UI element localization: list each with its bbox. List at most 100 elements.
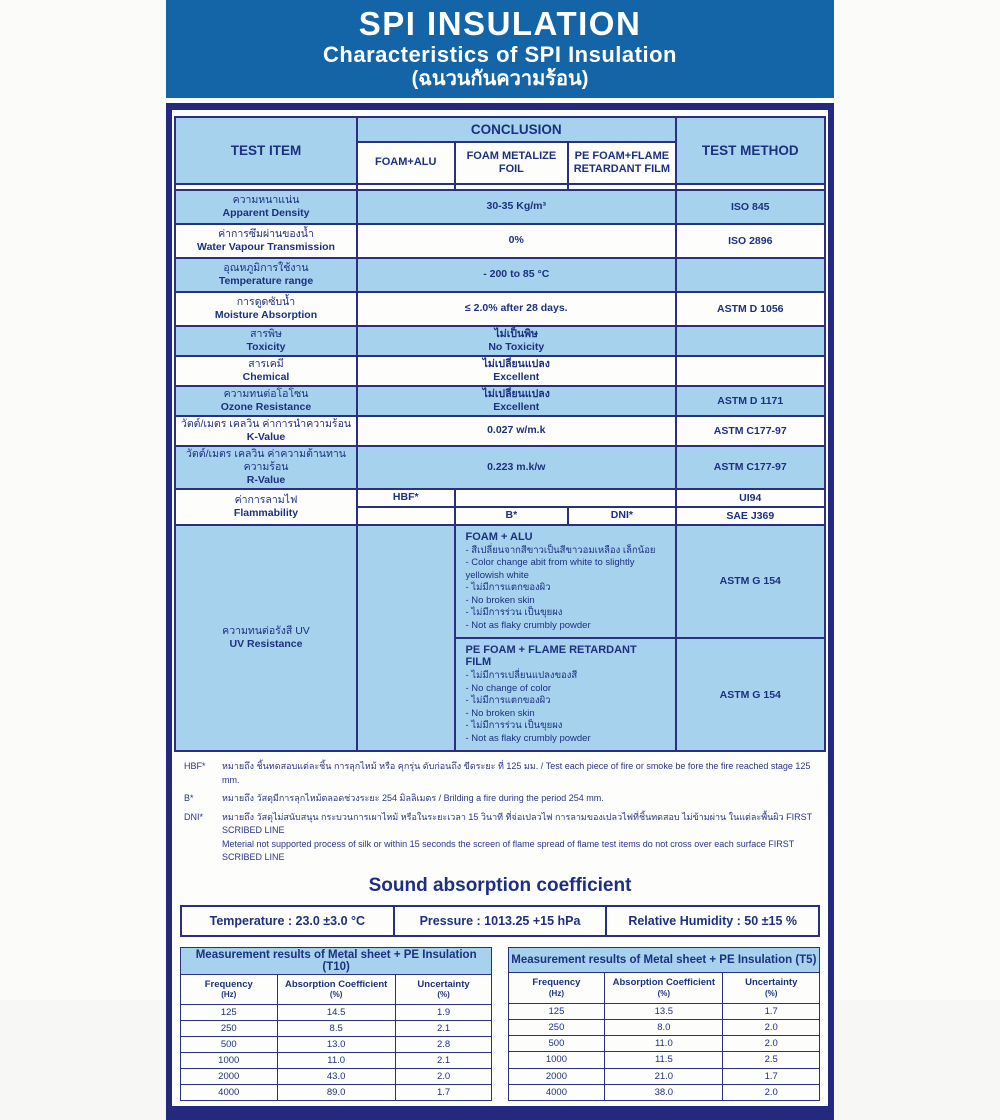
main-title: SPI INSULATION [358,5,642,42]
footnote-dni: DNI* หมายถึง วัสดุไม่สนับสนุน กระบวนการเ… [184,811,816,865]
footnote-text: หมายถึง วัสดุมีการลุกไหม้ตลอดช่วงระยะ 25… [222,793,604,804]
method-cell [674,355,826,387]
method-cell: ASTM D 1056 [674,291,826,327]
condition-temperature: Temperature : 23.0 ±3.0 °C [209,913,366,928]
measurement-table-t10: Measurement results of Metal sheet + PE … [179,946,493,1101]
table-row-temperature-range: อุณหภูมิการใช้งาน Temperature range - 20… [174,257,826,293]
footnote-text: หมายถึง วัสดุไม่สนับสนุน กระบวนการเผาไหม… [222,811,812,836]
value-cell: - 200 to 85 °C [356,257,677,293]
table-row: 250 8.5 2.1 [180,1019,493,1037]
table-row: 500 13.0 2.8 [180,1035,493,1053]
content-frame: TEST ITEM CONCLUSION TEST METHOD FOAM+AL… [166,103,834,1120]
test-item-cell: ค่าการลามไฟ Flammability [174,487,358,526]
table-row: 500 11.0 2.0 [507,1035,820,1053]
test-item-cell: สารพิษ Toxicity [174,325,358,357]
table-row-flammability-2: B* DNI* SAE J369 [175,505,826,526]
condition-pressure: Pressure : 1013.25 +15 hPa [392,906,606,935]
footnotes: HBF* หมายถึง ชิ้นทดสอบแต่ละชิ้น การลุกไห… [174,752,826,865]
document: SPI INSULATION Characteristics of SPI In… [166,0,834,1120]
table-row: 2000 21.0 1.7 [507,1067,820,1085]
value-cell: 0.223 m.k/w [356,444,677,490]
table-row-flammability-1: ค่าการลามไฟ Flammability HBF* UI94 [174,487,826,526]
table-row: 4000 89.0 1.7 [180,1083,493,1101]
flammability-foam-alu-cell: HBF* [356,487,456,508]
measurement-table-title: Measurement results of Metal sheet + PE … [507,946,821,974]
table-row: 125 13.5 1.7 [507,1002,820,1020]
table-row: 2000 43.0 2.0 [180,1067,493,1085]
col-header-foam-metalize: FOAM METALIZE FOIL [453,141,570,185]
col-header-test-item: TEST ITEM [174,116,358,185]
value-cell: ไม่เป็นพิษ No Toxicity [356,325,677,357]
test-item-cell: ความทนต่อรังสี UV UV Resistance [174,523,358,753]
col-header-frequency: Frequency (Hz) [507,972,606,1004]
measurement-table-title: Measurement results of Metal sheet + PE … [179,946,493,975]
test-item-cell: วัตต์/เมตร เคลวิน ค่าความต้านทานความร้อน… [174,444,358,490]
method-cell: ASTM C177-97 [674,415,826,447]
test-item-cell: วัตต์/เมตร เคลวิน ค่าการนำความร้อน K-Val… [174,415,358,447]
conditions-bar: Temperature : 23.0 ±3.0 °C Pressure : 10… [180,904,820,937]
method-cell: SAE J369 [674,505,826,526]
table-row-k-value: วัตต์/เมตร เคลวิน ค่าการนำความร้อน K-Val… [174,415,826,447]
uv-pe-foam-block: PE FOAM + FLAME RETARDANT FILM - ไม่มีกา… [453,637,677,753]
flammability-pe-foam-cell: DNI* [567,505,677,526]
method-cell: ASTM G 154 [674,637,826,753]
table-header-row: TEST ITEM CONCLUSION TEST METHOD [174,116,826,185]
table-row: 1000 11.5 2.5 [507,1051,820,1069]
characteristics-table: TEST ITEM CONCLUSION TEST METHOD FOAM+AL… [174,116,826,753]
value-cell: ไม่เปลี่ยนแปลง Excellent [356,385,677,417]
table-row-water-vapour: ค่าการซึมผ่านของน้ำ Water Vapour Transmi… [174,223,826,259]
subtitle-thai: (ฉนวนกันความร้อน) [411,67,589,90]
method-cell: ASTM G 154 [674,523,826,640]
value-cell: 0.027 w/m.k [356,415,677,447]
table-row-uv-1: ความทนต่อรังสี UV UV Resistance FOAM + A… [174,523,826,753]
flammability-empty-cell [453,487,677,508]
test-item-cell: ค่าการซึมผ่านของน้ำ Water Vapour Transmi… [174,223,358,259]
method-cell [674,257,826,293]
measurement-tables: Measurement results of Metal sheet + PE … [179,946,821,1101]
test-item-cell: สารเคมี Chemical [174,355,358,387]
col-header-pe-foam: PE FOAM+FLAME RETARDANT FILM [567,141,677,185]
col-header-test-method: TEST METHOD [674,116,826,185]
document-header: SPI INSULATION Characteristics of SPI In… [166,0,834,98]
table-row: 125 14.5 1.9 [180,1003,493,1021]
col-header-uncertainty: Uncertainty (%) [722,972,820,1004]
table-subheader-row: FOAM+ALU FOAM METALIZE FOIL PE FOAM+FLAM… [175,141,825,185]
table-row: 1000 11.0 2.1 [180,1051,493,1069]
table-row-moisture-absorption: การดูดซับน้ำ Moisture Absorption ≤ 2.0% … [174,291,826,327]
table-row: 250 8.0 2.0 [507,1018,820,1037]
measurement-table-t5: Measurement results of Metal sheet + PE … [507,946,821,1101]
method-cell: ISO 845 [674,189,826,225]
flammability-foam-metalize-cell: B* [453,505,570,526]
condition-humidity: Relative Humidity : 50 ±15 % [605,906,818,935]
subtitle: Characteristics of SPI Insulation [323,42,677,68]
col-header-conclusion: CONCLUSION [356,116,677,143]
test-item-cell: อุณหภูมิการใช้งาน Temperature range [174,257,358,293]
value-cell: ≤ 2.0% after 28 days. [356,291,677,327]
value-cell: ไม่เปลี่ยนแปลง Excellent [356,355,677,387]
footnote-key: DNI* [184,811,204,822]
test-item-cell: ความหนาแน่น Apparent Density [174,189,358,225]
method-cell: ISO 2896 [674,223,826,259]
table-row-apparent-density: ความหนาแน่น Apparent Density 30-35 Kg/m³… [174,189,826,225]
col-header-foam-alu: FOAM+ALU [356,141,456,185]
table-row: 4000 38.0 2.0 [507,1083,820,1101]
table-row-uv-2: PE FOAM + FLAME RETARDANT FILM - ไม่มีกา… [175,637,826,753]
method-cell: ASTM C177-97 [674,444,826,490]
footnote-key: HBF* [184,761,206,772]
footnote-text: หมายถึง ชิ้นทดสอบแต่ละชิ้น การลุกไหม้ หร… [222,761,811,785]
footnote-hbf: HBF* หมายถึง ชิ้นทดสอบแต่ละชิ้น การลุกไห… [184,760,816,787]
flammability-empty-cell [356,505,456,526]
method-cell: UI94 [674,487,826,508]
method-cell: ASTM D 1171 [674,385,826,417]
uv-empty-cell [356,523,456,753]
table-row-ozone-resistance: ความทนต่อโอโซน Ozone Resistance ไม่เปลี่… [174,385,826,417]
table-row-toxicity: สารพิษ Toxicity ไม่เป็นพิษ No Toxicity [174,325,826,357]
test-item-cell: การดูดซับน้ำ Moisture Absorption [174,291,358,327]
method-cell [674,325,826,357]
page: SPI INSULATION Characteristics of SPI In… [166,0,834,1120]
footnote-key: B* [184,793,194,804]
value-cell: 0% [356,223,677,259]
table-row-chemical: สารเคมี Chemical ไม่เปลี่ยนแปลง Excellen… [174,355,826,387]
col-header-absorption: Absorption Coefficient (%) [604,972,724,1004]
table-row-r-value: วัตต์/เมตร เคลวิน ค่าความต้านทานความร้อน… [174,444,826,490]
